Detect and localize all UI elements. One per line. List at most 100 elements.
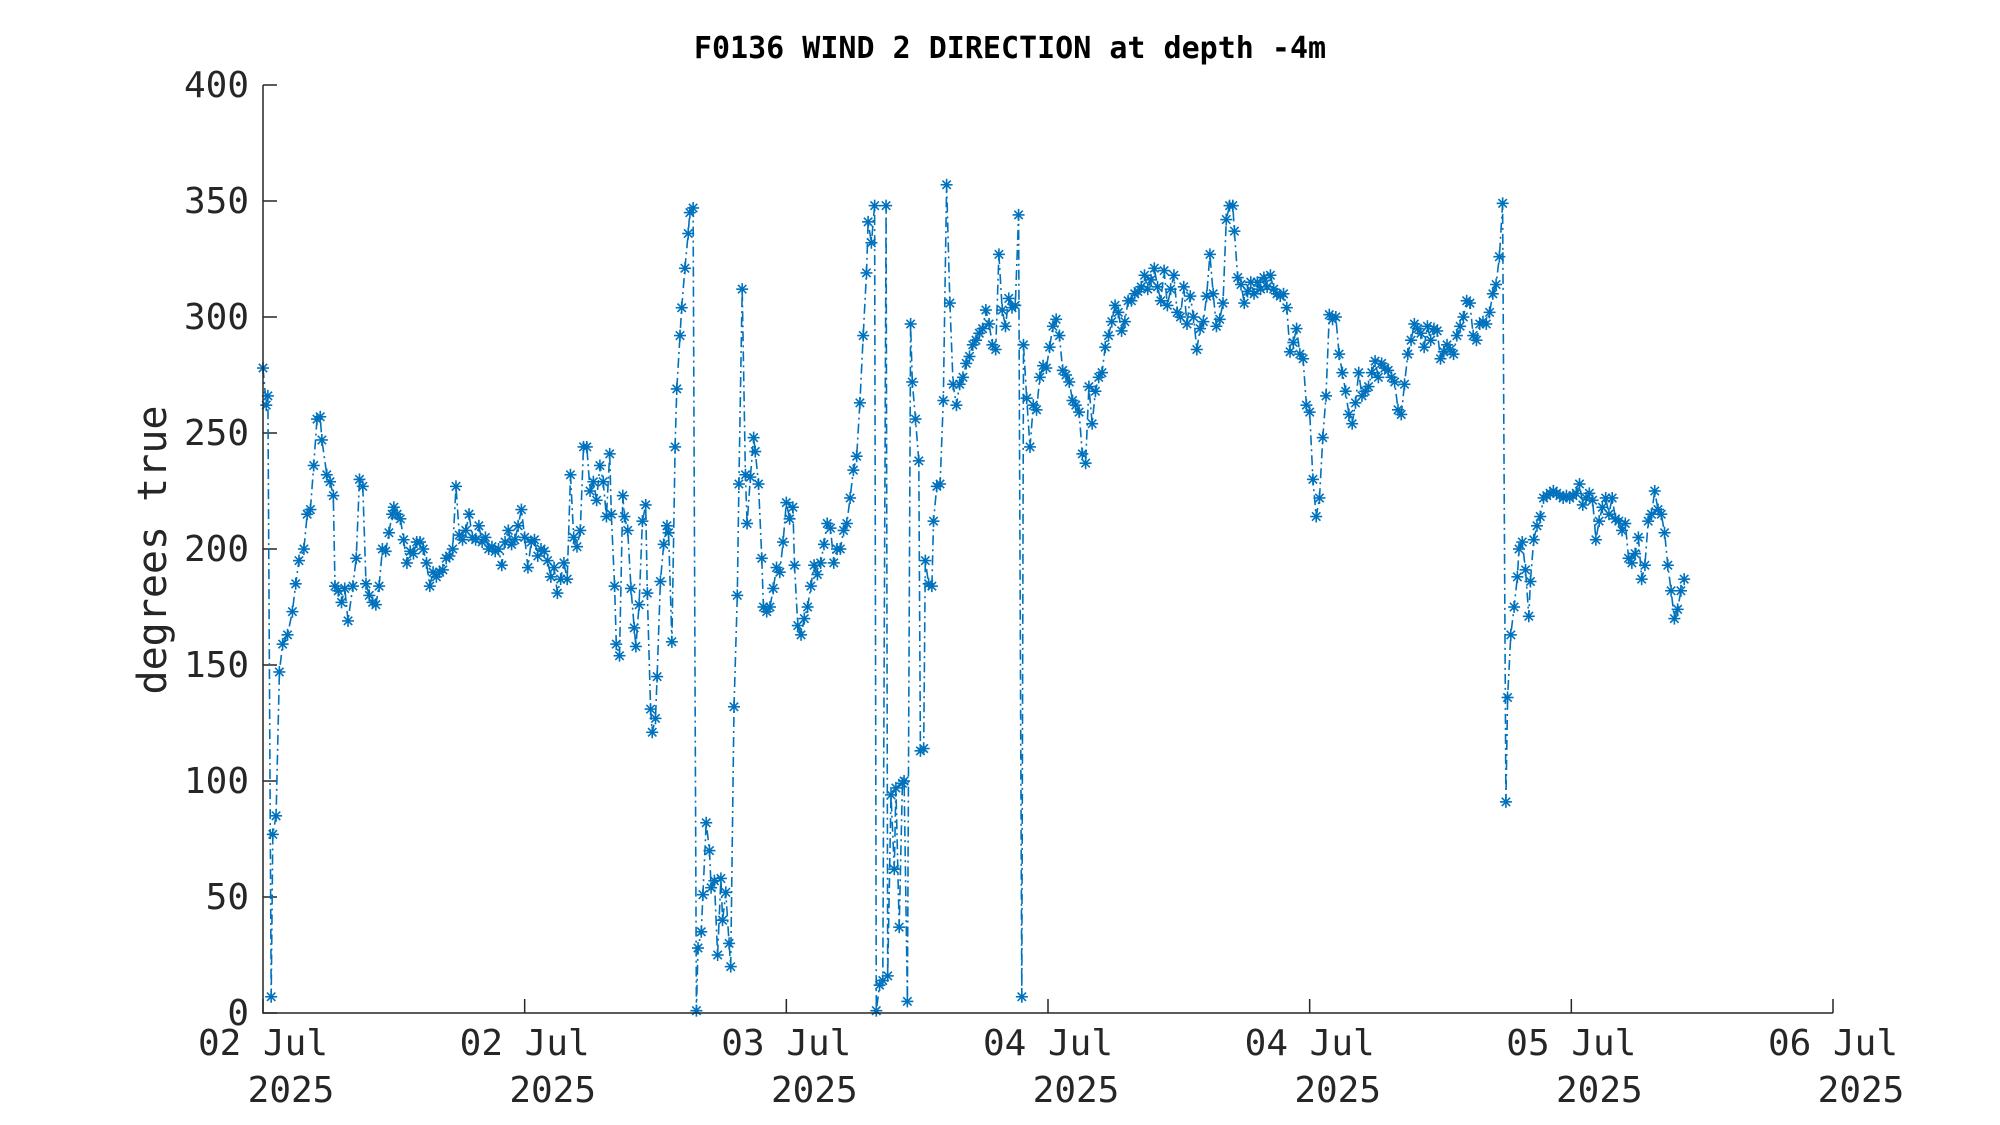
data-point <box>1668 612 1681 625</box>
data-point <box>1203 248 1216 261</box>
data-point <box>265 990 278 1003</box>
data-point <box>608 580 621 593</box>
data-point <box>1401 348 1414 361</box>
data-point <box>639 498 652 511</box>
data-point <box>904 317 917 330</box>
data-point <box>795 628 808 641</box>
y-axis-label: degrees true <box>130 406 176 695</box>
x-tick-label-date: 04 Jul <box>1245 1023 1375 1064</box>
data-point <box>880 199 893 212</box>
data-point <box>950 399 963 412</box>
data-point <box>597 475 610 488</box>
data-point <box>557 556 570 569</box>
data-point <box>811 568 824 581</box>
data-point <box>1625 556 1638 569</box>
data-point <box>853 396 866 409</box>
data-point <box>356 480 369 493</box>
data-point <box>1645 508 1658 521</box>
data-point <box>1213 313 1226 326</box>
data-point <box>1606 491 1619 504</box>
data-point <box>670 382 683 395</box>
data-point <box>628 621 641 634</box>
data-point <box>1602 508 1615 521</box>
data-point <box>654 575 667 588</box>
data-point <box>342 614 355 627</box>
data-point <box>1306 473 1319 486</box>
data-point <box>723 937 736 950</box>
data-point <box>1009 299 1022 312</box>
data-point <box>528 533 541 546</box>
data-point <box>847 464 860 477</box>
data-point <box>618 510 631 523</box>
data-point <box>369 598 382 611</box>
data-point <box>580 440 593 453</box>
data-point <box>1516 536 1529 549</box>
data-point <box>1365 366 1378 379</box>
data-point <box>1388 375 1401 388</box>
y-tick-label: 200 <box>184 529 249 570</box>
data-point <box>1336 366 1349 379</box>
data-point <box>857 329 870 342</box>
data-point <box>711 949 724 961</box>
data-point <box>940 178 953 191</box>
data-point <box>1228 225 1241 238</box>
data-point <box>646 726 659 739</box>
data-point <box>1486 287 1499 300</box>
data-point <box>665 635 678 648</box>
data-point <box>613 649 626 662</box>
data-point <box>1339 385 1352 398</box>
data-point <box>1678 573 1691 586</box>
data-point <box>1632 531 1645 544</box>
data-point <box>1519 563 1532 576</box>
data-point <box>1220 213 1233 226</box>
data-point <box>1362 380 1375 393</box>
data-point <box>1372 371 1385 384</box>
data-point <box>350 552 363 565</box>
data-point <box>360 577 373 590</box>
data-point <box>989 343 1002 356</box>
data-point <box>1238 297 1251 310</box>
data-point <box>561 573 574 586</box>
data-point <box>1570 487 1583 500</box>
data-point <box>747 431 760 444</box>
data-point <box>943 297 956 310</box>
data-point <box>1395 408 1408 421</box>
data-point <box>1024 440 1037 453</box>
data-point <box>292 554 305 567</box>
data-point <box>1522 610 1535 623</box>
data-point <box>1105 315 1118 328</box>
data-point <box>919 554 932 567</box>
data-point <box>276 638 289 651</box>
data-point <box>495 559 508 572</box>
data-point <box>901 995 914 1008</box>
data-point <box>605 508 618 521</box>
data-point <box>983 317 996 330</box>
data-point <box>870 1004 883 1017</box>
data-point <box>744 471 757 484</box>
data-point <box>1671 603 1684 616</box>
data-point <box>1073 406 1086 419</box>
data-point <box>538 545 551 558</box>
data-point <box>741 517 754 530</box>
data-point <box>621 524 634 537</box>
data-point <box>1619 517 1632 530</box>
data-point <box>1138 269 1151 282</box>
data-point <box>1424 334 1437 347</box>
data-point <box>1190 343 1203 356</box>
data-point <box>1483 306 1496 319</box>
data-point <box>834 543 847 555</box>
data-point <box>1277 287 1290 300</box>
data-point <box>624 582 637 595</box>
x-tick-label-date: 02 Jul <box>460 1023 590 1064</box>
data-point <box>1264 269 1277 282</box>
x-tick-label-year: 2025 <box>509 1070 596 1111</box>
data-point <box>1297 352 1310 365</box>
y-tick-label: 0 <box>227 993 249 1034</box>
data-point <box>1534 510 1547 523</box>
data-point <box>660 519 673 532</box>
data-point <box>1346 417 1359 430</box>
data-point <box>1320 389 1333 402</box>
data-point <box>1638 559 1651 572</box>
y-axis: 0 50 100 150 200 250 300 350 400 <box>184 65 277 1034</box>
data-point <box>456 533 469 546</box>
